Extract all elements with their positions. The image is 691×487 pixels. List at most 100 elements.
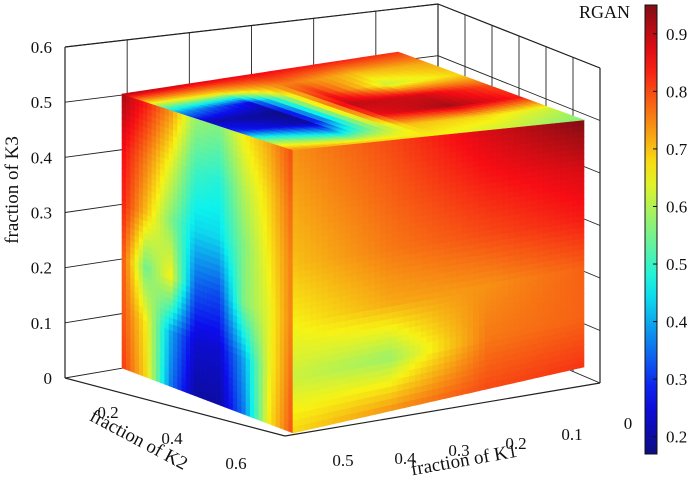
surface-cell	[513, 172, 521, 180]
surface-cell	[304, 154, 311, 162]
surface-cell	[467, 172, 474, 180]
surface-cell	[391, 163, 399, 171]
surface-cell	[572, 142, 579, 150]
surface-cell	[577, 175, 585, 183]
surface-cell	[385, 244, 393, 252]
surface-cell	[385, 225, 393, 234]
surface-cell	[304, 211, 311, 220]
surface-cell	[391, 200, 399, 208]
surface-cell	[542, 157, 550, 165]
surface-cell	[403, 210, 410, 219]
surface-cell	[327, 158, 335, 166]
surface-cell	[525, 194, 532, 202]
surface-cell	[321, 266, 329, 275]
surface-cell	[572, 120, 579, 128]
surface-cell	[333, 226, 340, 235]
surface-cell	[333, 144, 340, 153]
surface-cell	[444, 181, 451, 189]
surface-cell	[537, 181, 544, 189]
surface-cell	[554, 156, 562, 164]
surface-cell	[444, 169, 451, 177]
surface-cell	[315, 178, 323, 187]
surface-cell	[531, 135, 538, 144]
surface-cell	[339, 144, 346, 152]
surface-cell	[391, 157, 399, 165]
surface-cell	[449, 150, 457, 159]
surface-cell	[554, 178, 562, 186]
surface-cell	[327, 151, 335, 160]
surface-cell	[339, 244, 346, 253]
surface-cell	[356, 242, 364, 251]
surface-cell	[484, 211, 492, 219]
surface-cell	[537, 192, 544, 200]
surface-cell	[519, 142, 527, 151]
surface-cell	[292, 264, 300, 273]
surface-cell	[327, 189, 335, 198]
surface-cell	[397, 187, 404, 195]
surface-cell	[345, 262, 352, 271]
surface-cell	[374, 153, 381, 161]
surface-cell	[292, 226, 300, 234]
surface-cell	[508, 150, 515, 158]
surface-cell	[356, 198, 364, 207]
surface-cell	[444, 193, 451, 201]
surface-cell	[304, 198, 311, 207]
surface-cell	[502, 162, 509, 170]
surface-cell	[438, 212, 445, 220]
surface-cell	[473, 165, 480, 174]
surface-cell	[321, 171, 329, 180]
surface-cell	[426, 207, 433, 216]
surface-cell	[310, 261, 317, 270]
surface-cell	[554, 139, 562, 147]
surface-cell	[461, 161, 468, 169]
surface-cell	[391, 181, 399, 190]
surface-cell	[473, 201, 480, 209]
surface-cell	[537, 186, 544, 195]
surface-cell	[403, 235, 410, 244]
surface-cell	[478, 129, 486, 138]
surface-cell	[484, 164, 492, 172]
surface-cell	[461, 197, 468, 205]
surface-cell	[566, 120, 573, 128]
surface-cell	[345, 181, 352, 189]
surface-cell	[513, 126, 521, 134]
surface-cell	[566, 154, 573, 162]
surface-cell	[333, 176, 340, 185]
surface-cell	[414, 166, 422, 175]
surface-cell	[537, 123, 544, 131]
surface-cell	[409, 137, 416, 145]
surface-cell	[345, 187, 352, 196]
surface-cell	[560, 161, 567, 169]
surface-cell	[525, 148, 532, 156]
surface-cell	[414, 148, 422, 156]
surface-cell	[414, 221, 422, 230]
surface-cell	[525, 188, 532, 196]
surface-cell	[449, 180, 457, 189]
surface-cell	[304, 186, 311, 194]
surface-cell	[310, 210, 317, 219]
surface-cell	[531, 124, 538, 132]
surface-cell	[310, 198, 317, 206]
surface-cell	[508, 167, 515, 175]
surface-cell	[426, 231, 433, 240]
surface-cell	[362, 210, 369, 218]
surface-cell	[321, 203, 329, 211]
surface-cell	[315, 210, 323, 218]
surface-cell	[484, 205, 492, 214]
surface-cell	[292, 213, 300, 222]
surface-cell	[310, 249, 317, 258]
surface-cell	[461, 214, 468, 223]
surface-cell	[525, 142, 532, 150]
surface-cell	[409, 179, 416, 188]
surface-cell	[455, 132, 463, 140]
surface-cell	[315, 197, 323, 206]
surface-cell	[467, 131, 474, 139]
surface-cell	[449, 138, 457, 147]
surface-cell	[292, 181, 300, 189]
surface-cell	[362, 191, 369, 200]
surface-cell	[356, 217, 364, 226]
surface-cell	[327, 265, 335, 274]
surface-cell	[496, 180, 503, 188]
surface-cell	[478, 147, 486, 155]
surface-cell	[577, 136, 585, 144]
